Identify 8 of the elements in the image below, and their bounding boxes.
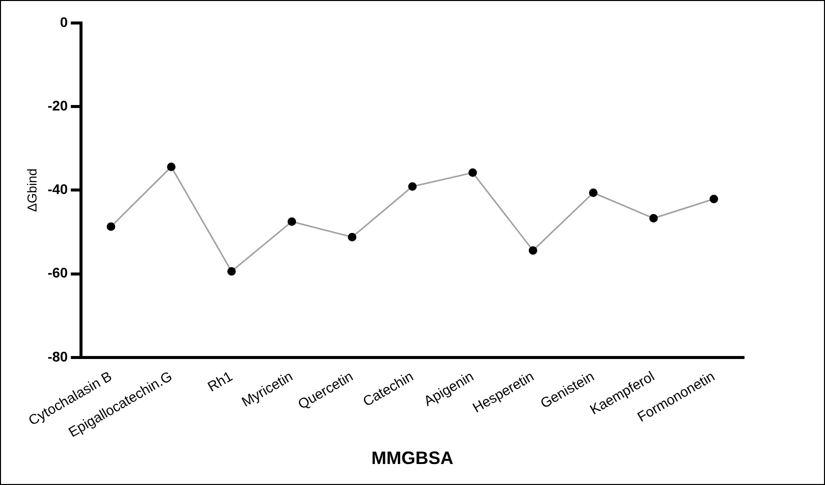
y-tick-label: -40 — [48, 181, 68, 198]
y-tick-label: 0 — [60, 14, 68, 30]
y-tick-label: -20 — [48, 97, 68, 114]
y-tick-label: -80 — [48, 348, 68, 364]
x-tick-label: Rh1 — [204, 368, 236, 395]
x-axis-title: MMGBSA — [371, 448, 454, 468]
y-tick-label: -60 — [48, 264, 68, 281]
y-axis-title: ΔGbind — [24, 168, 40, 212]
